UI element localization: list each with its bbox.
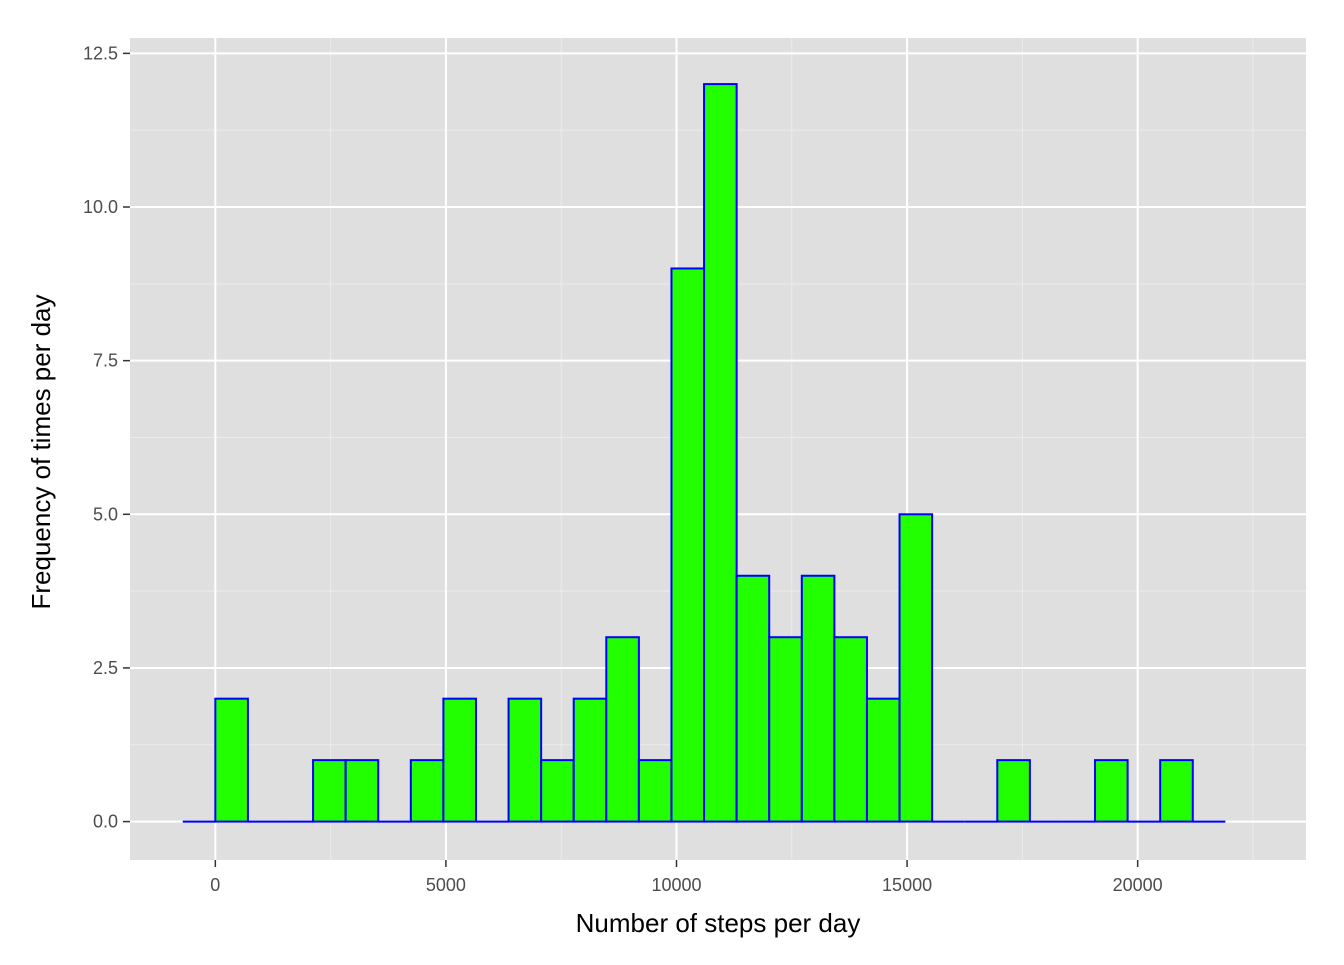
histogram-bar [996, 759, 1031, 823]
histogram-bar [344, 759, 380, 823]
histogram-bar [442, 697, 477, 823]
histogram-bar [409, 759, 445, 823]
y-tick-label: 5.0 [93, 504, 118, 524]
histogram-bar [637, 759, 673, 823]
histogram-bar [898, 513, 934, 823]
y-tick-label: 10.0 [83, 197, 118, 217]
histogram-bar [768, 636, 803, 823]
histogram-bar [214, 697, 249, 823]
bars-layer [182, 83, 1226, 823]
x-tick-label: 15000 [882, 875, 932, 895]
histogram-bar [833, 636, 868, 823]
x-tick-label: 10000 [651, 875, 701, 895]
y-tick-label: 0.0 [93, 812, 118, 832]
histogram-bar [507, 697, 543, 823]
histogram-bar [1094, 759, 1129, 823]
x-axis: 0 5000 10000 15000 20000 [210, 860, 1163, 895]
y-tick-label: 2.5 [93, 658, 118, 678]
histogram-bar [1159, 759, 1194, 823]
x-tick-label: 0 [210, 875, 220, 895]
histogram-bar [540, 759, 575, 823]
histogram-bar [572, 697, 608, 823]
x-tick-label: 20000 [1113, 875, 1163, 895]
y-tick-label: 12.5 [83, 43, 118, 63]
histogram-bar [865, 697, 901, 823]
y-tick-label: 7.5 [93, 351, 118, 371]
histogram-bar [703, 83, 738, 823]
histogram-bar [735, 574, 771, 823]
histogram-bar [312, 759, 347, 823]
y-axis-title: Frequency of times per day [26, 294, 56, 609]
y-axis: 0.0 2.5 5.0 7.5 10.0 12.5 [83, 43, 130, 832]
x-axis-title: Number of steps per day [576, 908, 861, 938]
histogram-bar [670, 267, 706, 823]
x-tick-label: 5000 [426, 875, 466, 895]
histogram-bar [800, 574, 836, 823]
histogram-bar [605, 636, 640, 823]
